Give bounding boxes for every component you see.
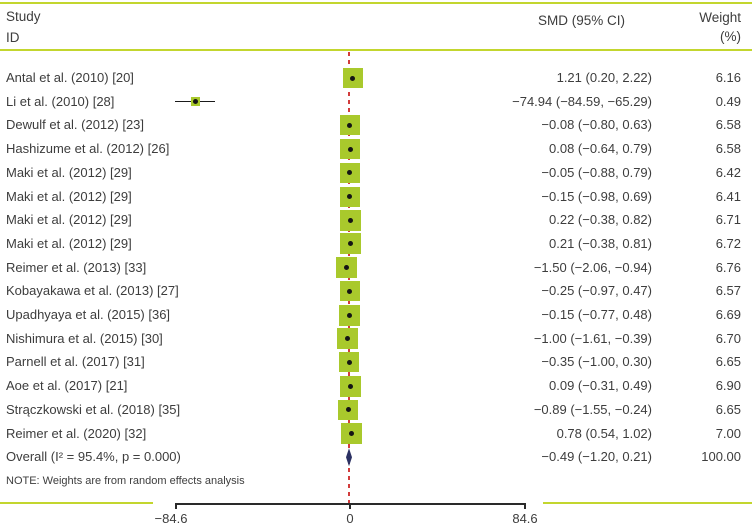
x-axis-label-right: 84.6: [512, 511, 538, 526]
effect-point: [347, 312, 353, 318]
effect-point: [345, 407, 351, 413]
smd-ci-value: −0.08 (−0.80, 0.63): [541, 117, 652, 133]
weight-value: 6.16: [715, 70, 741, 85]
weight-header: Weight (%): [699, 8, 741, 46]
smd-ci-value: −0.15 (−0.77, 0.48): [541, 307, 652, 322]
smd-ci-value: 0.09 (−0.31, 0.49): [549, 378, 652, 394]
weight-value: 6.65: [715, 401, 741, 417]
effect-point: [344, 265, 350, 271]
bottom-right-rule: [543, 502, 752, 504]
weight-value: 6.71: [715, 212, 741, 228]
effect-point: [347, 170, 353, 176]
smd-ci-value: −1.50 (−2.06, −0.94): [533, 259, 652, 275]
weight-value: 6.58: [715, 141, 741, 157]
weight-value: 6.41: [715, 188, 741, 204]
weight-header-line2: (%): [720, 29, 741, 44]
smd-ci-header: SMD (95% CI): [537, 13, 625, 28]
study-header-line1: Study: [6, 9, 41, 24]
x-axis-label-zero: 0: [346, 511, 354, 526]
weight-value: 6.58: [715, 117, 741, 133]
x-axis-tick-zero: [349, 503, 351, 509]
effect-point: [347, 383, 353, 389]
overall-diamond: [346, 448, 352, 467]
effect-point: [349, 431, 355, 436]
bottom-left-rule: [0, 502, 153, 504]
smd-ci-value: −1.00 (−1.61, −0.39): [533, 330, 652, 346]
smd-ci-value: −0.25 (−0.97, 0.47): [541, 283, 652, 299]
study-label: Nishimura et al. (2015) [30]: [6, 330, 163, 346]
study-label: Maki et al. (2012) [29]: [6, 235, 132, 251]
study-label: Reimer et al. (2013) [33]: [6, 259, 147, 275]
study-label: Maki et al. (2012) [29]: [6, 212, 132, 228]
smd-ci-value: 0.78 (0.54, 1.02): [556, 425, 652, 441]
effect-point: [347, 194, 353, 199]
weight-value: 6.90: [715, 378, 741, 394]
weight-value: 6.57: [715, 283, 741, 299]
study-label: Aoe et al. (2017) [21]: [6, 378, 128, 394]
study-label: Maki et al. (2012) [29]: [6, 188, 132, 204]
study-header-line2: ID: [6, 30, 20, 45]
weight-value: 6.70: [715, 330, 741, 346]
smd-ci-value: 0.21 (−0.38, 0.81): [549, 235, 652, 251]
effect-point: [346, 359, 352, 365]
study-label: Li et al. (2010) [28]: [6, 93, 115, 109]
study-id-header: Study ID: [6, 6, 41, 48]
weight-value: 6.65: [715, 354, 741, 370]
smd-ci-value: −0.89 (−1.55, −0.24): [533, 401, 652, 417]
study-label: Dewulf et al. (2012) [23]: [6, 117, 145, 133]
study-label: Upadhyaya et al. (2015) [36]: [6, 307, 171, 322]
effect-point: [192, 99, 198, 105]
weight-value: 100.00: [701, 449, 741, 465]
study-label: Strączkowski et al. (2018) [35]: [6, 401, 181, 417]
x-axis-tick-left: [175, 503, 177, 509]
effect-point: [345, 336, 351, 342]
study-label: Hashizume et al. (2012) [26]: [6, 141, 170, 157]
smd-ci-value: 0.22 (−0.38, 0.82): [549, 212, 652, 228]
smd-ci-value: −0.49 (−1.20, 0.21): [541, 449, 652, 465]
header-rule: [0, 49, 752, 51]
effect-point: [347, 288, 352, 294]
effect-point: [348, 217, 353, 223]
top-rule: [0, 2, 752, 4]
weight-header-line1: Weight: [699, 10, 741, 25]
smd-ci-value: −0.15 (−0.98, 0.69): [541, 188, 652, 204]
study-label: Parnell et al. (2017) [31]: [6, 354, 145, 370]
weight-value: 6.76: [715, 259, 741, 275]
weight-value: 7.00: [715, 425, 741, 441]
study-label: Kobayakawa et al. (2013) [27]: [6, 283, 179, 299]
smd-ci-value: −0.05 (−0.88, 0.79): [541, 164, 652, 180]
weight-value: 6.42: [715, 164, 741, 180]
footnote: NOTE: Weights are from random effects an…: [6, 475, 245, 487]
x-axis-label-left: −84.6: [154, 511, 188, 526]
weight-value: 6.72: [715, 235, 741, 251]
study-label: Reimer et al. (2020) [32]: [6, 425, 147, 441]
smd-ci-value: 0.08 (−0.64, 0.79): [549, 141, 652, 157]
effect-point: [350, 75, 355, 81]
smd-ci-value: −0.35 (−1.00, 0.30): [541, 354, 652, 370]
smd-ci-value: 1.21 (0.20, 2.22): [556, 70, 652, 85]
study-label: Maki et al. (2012) [29]: [6, 164, 132, 180]
smd-ci-value: −74.94 (−84.59, −65.29): [512, 93, 652, 109]
weight-value: 6.69: [715, 307, 741, 322]
x-axis-tick-right: [524, 503, 526, 509]
effect-point: [347, 241, 353, 247]
study-label: Antal et al. (2010) [20]: [6, 70, 134, 85]
overall-label: Overall (I² = 95.4%, p = 0.000): [6, 449, 181, 465]
weight-value: 0.49: [715, 93, 741, 109]
effect-point: [347, 146, 353, 152]
effect-point: [347, 122, 353, 128]
